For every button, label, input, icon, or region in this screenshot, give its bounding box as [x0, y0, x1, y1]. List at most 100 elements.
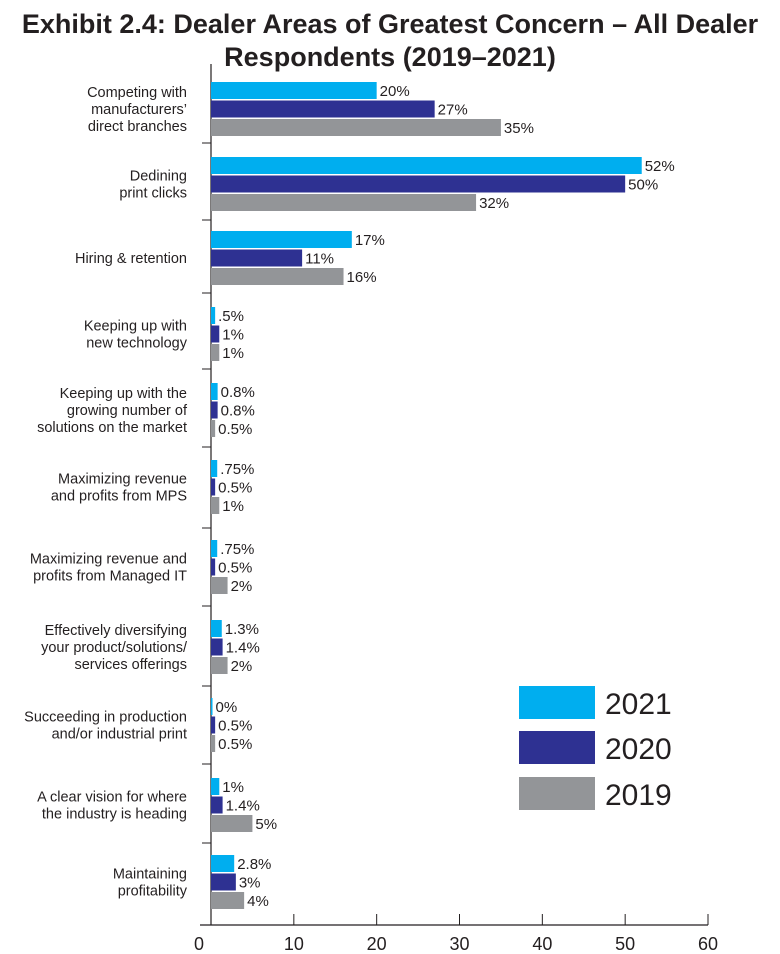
data-label: 4% [247, 893, 269, 910]
data-label: 0.8% [221, 384, 255, 401]
x-tick-label: 40 [532, 934, 552, 954]
category-label: A clear vision for where the industry is … [37, 790, 187, 823]
data-label: .75% [220, 461, 254, 478]
data-label: 3% [239, 875, 261, 892]
data-label: 50% [628, 177, 658, 194]
x-tick-label: 0 [194, 934, 204, 954]
legend-swatch [519, 686, 595, 719]
category-label: Maximizing revenue and profits from MPS [51, 472, 187, 505]
category-label-line: Maximizing revenue [58, 472, 187, 488]
category-label-line: and profits from MPS [51, 489, 187, 505]
data-label: 17% [355, 232, 385, 249]
bar [211, 855, 235, 872]
category-label-line: manufacturers’ [91, 102, 187, 118]
bar [211, 620, 222, 637]
category-label-line: new technology [86, 336, 188, 352]
bar [211, 100, 435, 118]
bar [211, 344, 220, 361]
data-label: 1% [222, 345, 244, 362]
bar [211, 82, 377, 99]
bar [211, 249, 303, 267]
bar [211, 778, 220, 795]
category-label-line: print clicks [119, 186, 187, 202]
bar [211, 735, 216, 752]
category-label-line: Keeping up with the [60, 386, 187, 402]
category-label: Succeeding in production and/or industria… [24, 710, 187, 743]
data-label: 1% [222, 779, 244, 796]
bar [211, 175, 626, 193]
bar [211, 698, 213, 715]
category-label: Effectively diversifying your product/sol… [41, 623, 188, 673]
bar [211, 577, 228, 594]
data-label: .5% [218, 308, 244, 325]
bar [211, 157, 642, 174]
bar [211, 638, 223, 656]
x-tick-label: 50 [615, 934, 635, 954]
data-label: 11% [305, 251, 334, 268]
data-label: 20% [380, 83, 410, 100]
x-tick-label: 20 [367, 934, 387, 954]
category-label: Maintaining profitability [113, 867, 188, 900]
data-label: 1.4% [226, 640, 260, 657]
data-label: 52% [645, 158, 675, 175]
category-separators [202, 142, 211, 844]
bar [211, 119, 501, 136]
category-label-line: profitability [118, 884, 188, 900]
x-tick-label: 10 [284, 934, 304, 954]
category-label-line: Effectively diversifying [45, 623, 187, 639]
category-label-line: Succeeding in production [24, 710, 187, 726]
bar [211, 815, 253, 832]
data-label: 2.8% [237, 856, 271, 873]
data-label: 1.3% [225, 621, 259, 638]
bar [211, 420, 216, 437]
category-label: Maximizing revenue and profits from Manag… [30, 552, 187, 585]
category-label: Competing with manufacturers’ direct branc… [87, 85, 187, 135]
data-label: 1% [222, 498, 244, 515]
legend: 2021 2020 2019 [519, 686, 672, 812]
data-label: 2% [231, 658, 253, 675]
legend-label: 2020 [605, 733, 672, 766]
data-label: 0% [216, 699, 238, 716]
category-label-line: direct branches [88, 119, 187, 135]
data-label: 0.5% [218, 480, 252, 497]
x-tick-label: 60 [698, 934, 718, 954]
legend-label: 2021 [605, 688, 672, 721]
legend-swatch [519, 731, 595, 764]
bar [211, 497, 220, 514]
category-label: Keeping up with new technology [84, 319, 188, 352]
data-label: 5% [255, 816, 277, 833]
data-label: 0.5% [218, 718, 252, 735]
bar [211, 892, 245, 909]
x-tick-label: 30 [449, 934, 469, 954]
category-label-line: the industry is heading [42, 807, 187, 823]
category-label-line: and/or industrial print [52, 727, 187, 743]
bar [211, 460, 218, 477]
category-label-line: Keeping up with [84, 319, 187, 335]
category-label-line: Dedining [130, 169, 187, 185]
bar [211, 383, 218, 400]
category-label-line: A clear vision for where [37, 790, 187, 806]
bar [211, 716, 216, 734]
bar [211, 401, 218, 419]
bar [211, 558, 216, 576]
chart-title-line-1: Exhibit 2.4: Dealer Areas of Greatest Co… [21, 9, 759, 39]
chart-title-line-2: Respondents (2019–2021) [224, 42, 556, 72]
data-label: 27% [438, 102, 468, 119]
bars [211, 82, 642, 909]
category-label: Hiring & retention [75, 251, 187, 267]
bar [211, 657, 228, 674]
category-label: Keeping up with the growing number of solu… [37, 386, 188, 436]
data-label: 1.4% [226, 798, 260, 815]
data-label: 16% [347, 269, 377, 286]
category-label-line: solutions on the market [37, 420, 187, 436]
data-label: 1% [222, 327, 244, 344]
bar [211, 268, 344, 285]
category-label-line: your product/solutions/ [41, 640, 188, 656]
bar [211, 325, 220, 343]
category-label-line: growing number of [67, 403, 188, 419]
bar [211, 194, 477, 211]
category-label-line: profits from Managed IT [33, 569, 187, 585]
data-label: 0.5% [218, 736, 252, 753]
data-label: 32% [479, 195, 509, 212]
